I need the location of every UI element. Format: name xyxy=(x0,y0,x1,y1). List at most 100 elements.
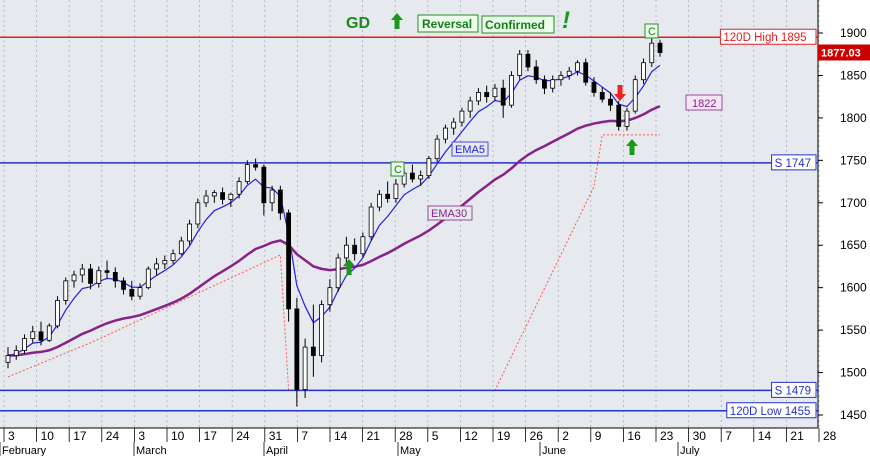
candle xyxy=(418,170,424,186)
candle-body xyxy=(319,304,325,356)
candle-body xyxy=(616,104,622,127)
y-tick-label: 1800 xyxy=(840,111,867,125)
sell-arrow-icon xyxy=(614,85,626,101)
candle-body xyxy=(302,346,308,390)
candle-body xyxy=(558,75,564,81)
x-tick-label: 10 xyxy=(41,429,55,443)
candle-body xyxy=(121,280,126,290)
candle xyxy=(509,71,514,108)
candle-body xyxy=(484,92,490,98)
up-arrow-icon xyxy=(391,13,403,29)
candle xyxy=(236,177,242,199)
x-axis-panel xyxy=(0,428,818,456)
candle xyxy=(327,279,333,312)
candle xyxy=(286,209,292,322)
candle-body xyxy=(269,189,275,204)
stop-line xyxy=(7,134,660,391)
candle-body xyxy=(96,270,102,284)
y-tick-label: 1600 xyxy=(840,281,867,295)
x-tick-label: 17 xyxy=(204,429,218,443)
candle-body xyxy=(88,268,93,284)
x-tick-label: 23 xyxy=(660,429,674,443)
candle-body xyxy=(624,110,630,127)
candle-body xyxy=(641,62,646,81)
candle xyxy=(178,236,184,256)
ema30-line xyxy=(7,104,661,357)
candle xyxy=(343,236,349,264)
candle xyxy=(30,325,36,343)
exclaim-mark: ! xyxy=(562,7,570,34)
x-tick-label: 10 xyxy=(171,429,185,443)
buy-arrow-icon xyxy=(626,139,638,155)
candle xyxy=(63,277,69,305)
candle xyxy=(525,49,531,72)
confirmed-label: Confirmed xyxy=(485,18,545,32)
value-1822-label: 1822 xyxy=(692,98,716,110)
candle xyxy=(22,334,27,354)
candle xyxy=(121,277,126,295)
y-tick-label: 1900 xyxy=(840,26,867,40)
x-tick-label: 14 xyxy=(334,429,348,443)
x-tick-label: 3 xyxy=(8,429,15,443)
candle xyxy=(228,192,234,208)
x-tick-label: 24 xyxy=(106,429,120,443)
level-label-box xyxy=(771,154,817,171)
candle-body xyxy=(360,236,366,255)
candle-body xyxy=(335,257,341,289)
candle-body xyxy=(71,274,77,282)
candle-body xyxy=(162,260,168,265)
candle-body xyxy=(178,240,184,255)
candle xyxy=(220,187,225,205)
candle xyxy=(550,75,556,93)
ema5-label: EMA5 xyxy=(455,144,485,156)
candle xyxy=(310,304,316,377)
candle-body xyxy=(211,192,217,197)
candle-body xyxy=(591,81,597,93)
candle xyxy=(657,39,663,57)
candle-body xyxy=(542,79,547,89)
candle xyxy=(624,107,630,131)
candle-body xyxy=(608,98,613,106)
candle-body xyxy=(657,42,663,53)
candle xyxy=(88,263,93,290)
candle-body xyxy=(154,263,159,270)
candle-body xyxy=(525,53,531,68)
candle xyxy=(203,190,209,208)
candle xyxy=(467,96,473,118)
candle-body xyxy=(244,164,250,182)
candle-body xyxy=(368,206,374,238)
candle-body xyxy=(517,53,523,76)
candle-body xyxy=(509,75,514,106)
candle xyxy=(368,202,374,241)
candle-body xyxy=(30,331,36,340)
month-label: February xyxy=(2,445,47,456)
x-tick-label: 14 xyxy=(758,429,772,443)
candle xyxy=(162,255,168,269)
candle xyxy=(500,79,506,118)
candle-body xyxy=(451,121,457,129)
month-label: March xyxy=(136,445,167,456)
candle xyxy=(459,107,465,127)
candle xyxy=(211,190,217,203)
candle xyxy=(434,134,440,163)
candle xyxy=(451,117,457,135)
candle xyxy=(360,232,366,258)
y-tick-label: 1850 xyxy=(840,68,867,82)
level-label-box xyxy=(726,402,817,419)
candle xyxy=(443,124,448,144)
candle xyxy=(599,87,605,103)
candle xyxy=(5,347,11,369)
candle-body xyxy=(13,350,19,356)
candle-body xyxy=(385,193,391,199)
x-tick-label: 7 xyxy=(301,429,308,443)
candle xyxy=(566,66,572,80)
buy-arrow-icon xyxy=(343,259,355,275)
candle xyxy=(632,75,638,114)
candle xyxy=(575,60,580,76)
candle xyxy=(137,283,143,300)
x-tick-label: 28 xyxy=(399,429,413,443)
level-label-box xyxy=(719,28,817,45)
candle xyxy=(195,198,201,229)
last-price-label: 1877.03 xyxy=(821,47,861,59)
